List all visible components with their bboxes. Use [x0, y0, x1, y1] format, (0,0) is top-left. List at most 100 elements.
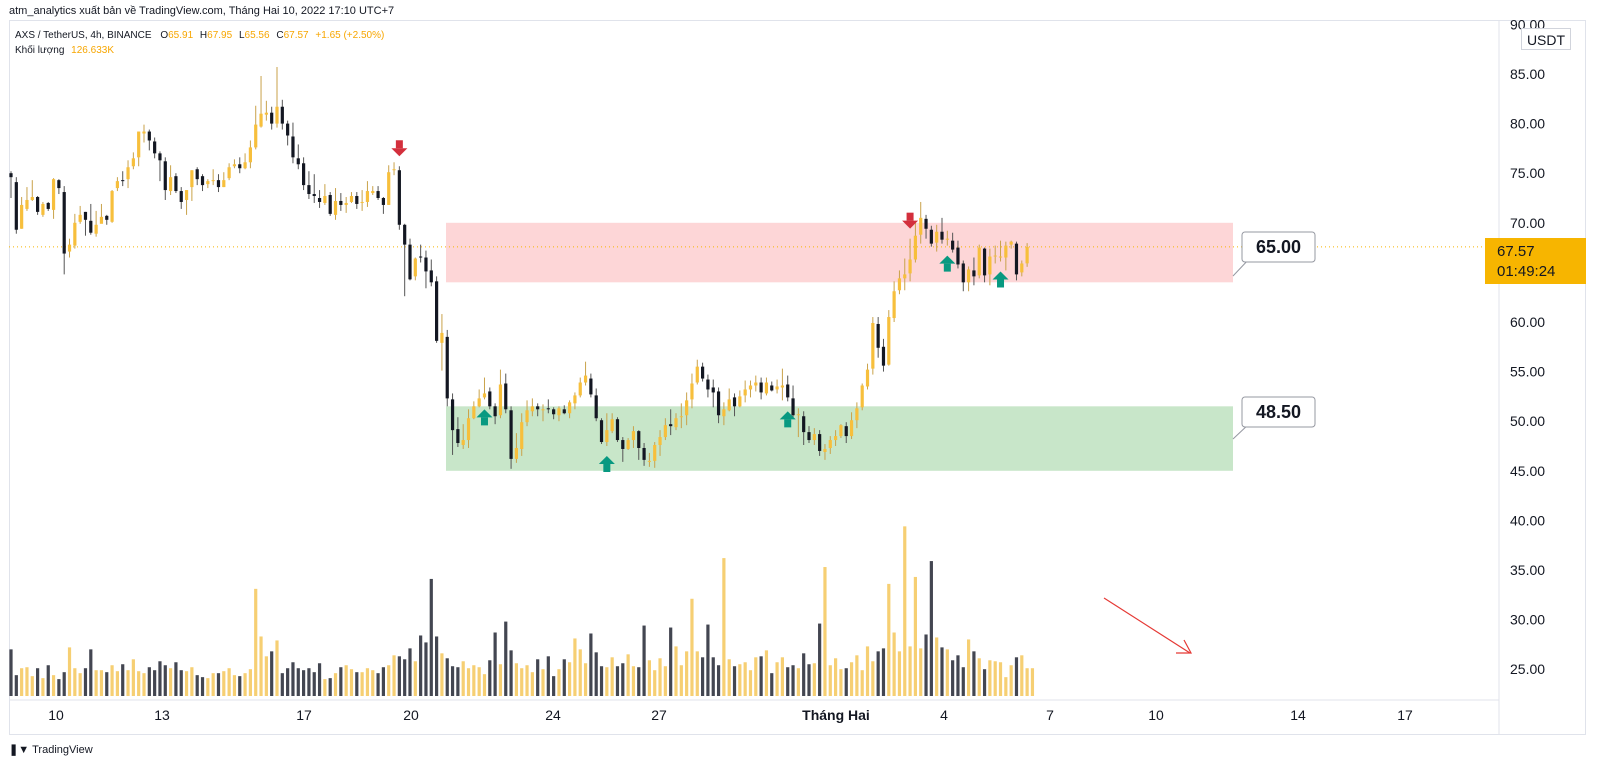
volume-bar: [626, 654, 630, 696]
tradingview-logo[interactable]: ❚▼ TradingView: [9, 743, 93, 756]
candle-body: [722, 409, 726, 417]
volume-bar: [536, 659, 540, 696]
currency-unit-button[interactable]: USDT: [1521, 28, 1571, 50]
volume-bar: [871, 661, 875, 696]
current-price-value: 67.57: [1497, 243, 1535, 260]
candle-body: [945, 238, 949, 240]
candle-body: [110, 191, 114, 222]
candle-body: [397, 170, 401, 225]
volume-bar: [349, 669, 354, 696]
volume-bar: [264, 656, 268, 696]
volume-bar: [200, 677, 205, 696]
markers: [391, 140, 1009, 472]
volume-bar: [365, 668, 370, 696]
candle-body: [828, 440, 832, 448]
volume-bar: [589, 633, 593, 696]
volume-bar: [541, 669, 545, 696]
volume-bar: [222, 671, 226, 696]
candle-body: [653, 445, 657, 461]
volume-bar: [206, 678, 210, 696]
time-tick-label: 20: [403, 707, 419, 723]
candle-body: [403, 224, 407, 245]
arrow-head: [598, 456, 615, 464]
volume-bar: [520, 668, 524, 696]
volume-bar: [807, 664, 811, 696]
volume-bar: [323, 679, 327, 696]
volume-bar: [701, 657, 705, 696]
volume-bar: [62, 672, 66, 696]
volume-bar: [248, 669, 252, 696]
volume-bar: [615, 666, 620, 696]
volume-bar: [296, 668, 300, 696]
candle-body: [536, 406, 540, 410]
symbol-label[interactable]: AXS / TetherUS, 4h, BINANCE: [15, 30, 152, 41]
candle-body: [137, 131, 141, 158]
arrow-head: [992, 271, 1009, 280]
arrow-up-icon: [598, 456, 615, 472]
candle-body: [642, 447, 646, 460]
candle-body: [392, 169, 396, 171]
volume-bar: [887, 583, 891, 696]
support-label: 48.50: [1232, 396, 1316, 440]
volume-bar: [46, 665, 50, 696]
candle-body: [738, 396, 742, 407]
volume-bar: [653, 670, 657, 696]
price-tick-label: 80.00: [1510, 116, 1545, 132]
candle-body: [940, 231, 944, 240]
candle-body: [743, 389, 747, 396]
volume-bar: [669, 627, 673, 696]
candle-body: [216, 180, 221, 188]
candle-body: [562, 409, 566, 414]
volume-bar: [605, 667, 609, 696]
candle-body: [317, 198, 322, 202]
volume-bar: [568, 662, 572, 696]
volume-bar: [73, 668, 77, 696]
candle-body: [387, 172, 391, 205]
candle-body: [844, 426, 848, 437]
candle-body: [328, 195, 332, 214]
volume-bar: [865, 646, 870, 696]
time-tick-label: 27: [651, 707, 667, 723]
volume-bar: [780, 657, 784, 696]
volume-label[interactable]: Khối lượng: [15, 45, 65, 56]
volume-bar: [89, 649, 93, 696]
candle-body: [94, 224, 98, 234]
time-axis: 10 13 17 20 24 27 Tháng Hai 4 7 10 14 17: [48, 707, 1413, 723]
volume-value: 126.633K: [71, 45, 114, 56]
volume-bar: [738, 664, 742, 696]
candle-body: [222, 180, 226, 188]
volume-bar: [83, 668, 88, 696]
candle-body: [227, 167, 231, 179]
candle-body: [929, 229, 933, 244]
volume-bar: [844, 668, 848, 696]
price-tick-label: 50.00: [1510, 413, 1545, 429]
volume-bar: [770, 673, 774, 696]
candle-body: [349, 196, 354, 202]
candle-body: [860, 385, 864, 408]
volume-bar: [823, 567, 827, 696]
volume-bar: [892, 632, 896, 696]
candle-body: [67, 244, 72, 252]
volume-bar: [142, 673, 146, 696]
resistance-zone: [446, 222, 1233, 283]
price-tick-label: 85.00: [1510, 66, 1545, 82]
candle-body: [461, 440, 465, 446]
volume-bar: [961, 667, 965, 696]
arrow-up-icon: [476, 409, 493, 426]
volume-bar: [583, 663, 588, 696]
candle-body: [243, 162, 247, 169]
candle-body: [264, 112, 268, 115]
volume-bar: [690, 598, 694, 696]
candle-body: [25, 199, 29, 209]
candle-body: [344, 202, 348, 205]
volume-trend: [1103, 597, 1193, 654]
volume-bar: [621, 663, 625, 696]
volume-bar: [1025, 668, 1029, 696]
candle-body: [408, 244, 412, 280]
volume-bar: [876, 651, 880, 696]
volume-bar: [20, 668, 24, 696]
candle-body: [626, 440, 630, 449]
candle-body: [200, 176, 205, 186]
candle-body: [988, 256, 992, 275]
